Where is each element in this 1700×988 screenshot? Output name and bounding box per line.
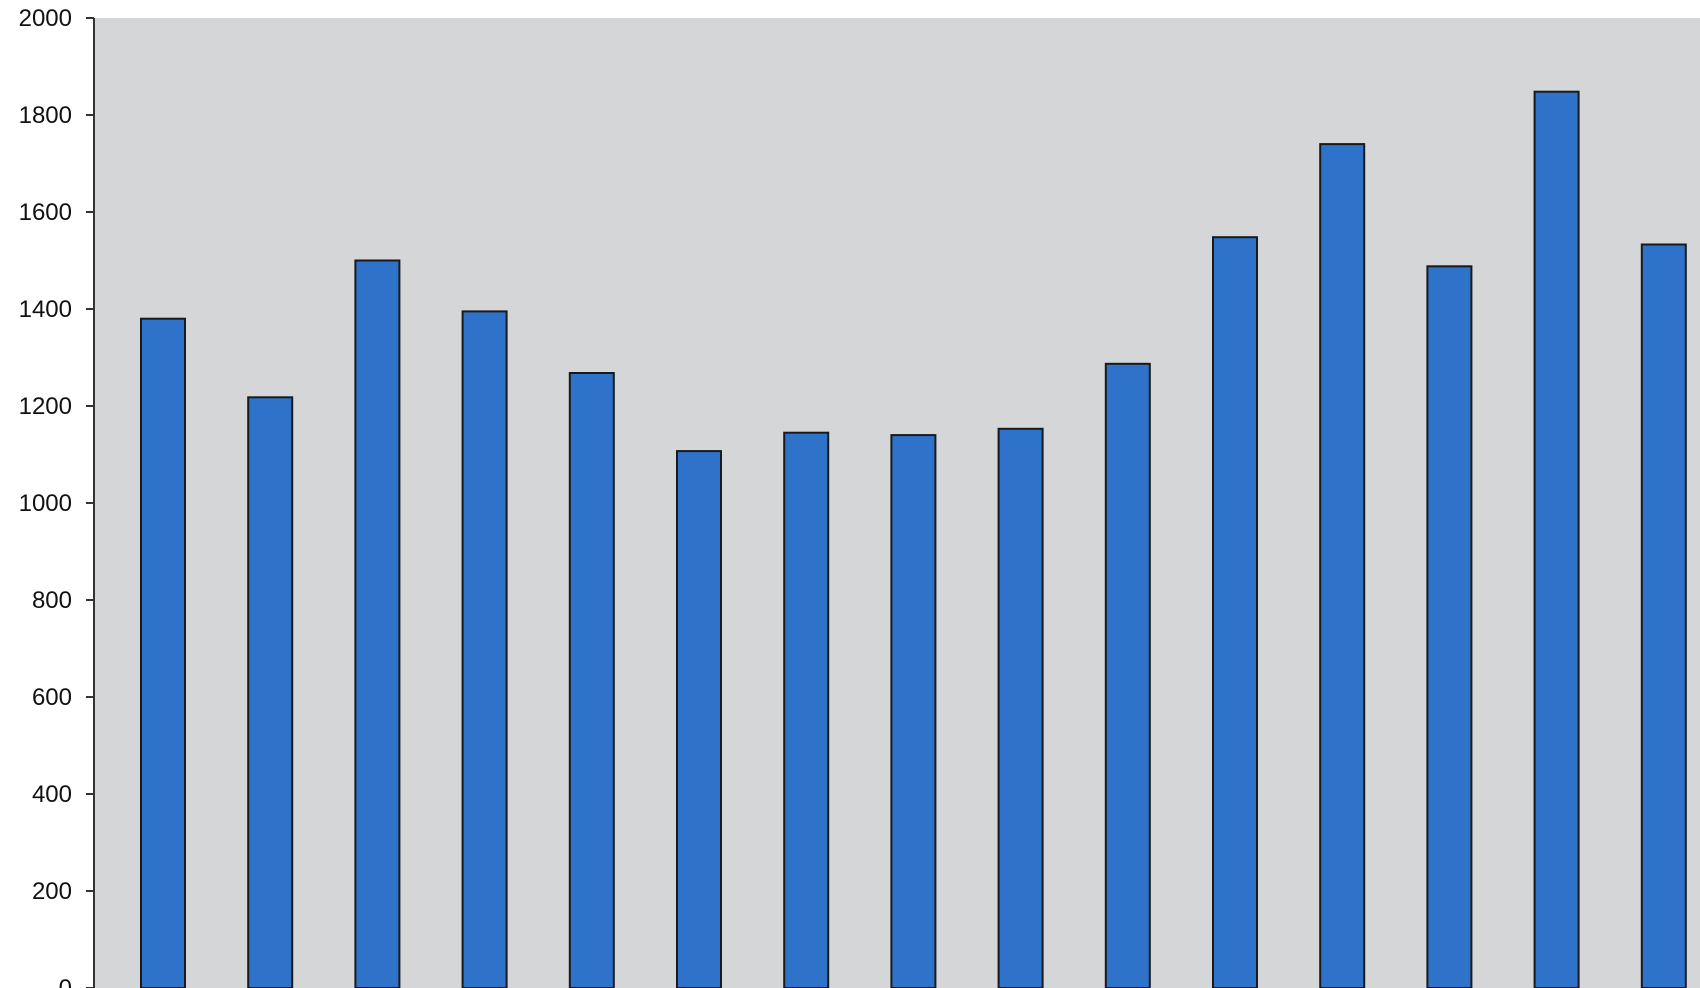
bar-8: [890, 434, 937, 988]
bar-2: [247, 396, 294, 988]
y-tick-label: 2000: [19, 5, 72, 32]
y-tick-label: 600: [32, 684, 72, 711]
y-tick-label: 1600: [19, 199, 72, 226]
y-tick-label: 200: [32, 878, 72, 905]
bar-1: [140, 317, 186, 988]
bar-15: [1640, 243, 1687, 988]
y-tick-label: 1000: [19, 490, 72, 517]
y-tick-label: 1800: [19, 102, 72, 129]
bar-12: [1319, 143, 1366, 988]
bar-11: [1212, 236, 1258, 988]
bar-9: [997, 427, 1044, 988]
y-tick-label: 1200: [19, 393, 72, 420]
bar-7: [783, 431, 830, 988]
bar-14: [1533, 90, 1580, 988]
bar-3: [354, 259, 401, 988]
y-tick-label: 400: [32, 781, 72, 808]
y-tick-label: 1400: [19, 296, 72, 323]
bar-5: [568, 372, 615, 988]
y-tick-label: 800: [32, 587, 72, 614]
y-tick-label: 0: [59, 975, 72, 988]
bar-4: [461, 310, 508, 988]
y-axis-ticks: 0 200 400 600 800 1000 1200 1400 1600 1800 2000: [19, 5, 94, 988]
bars-group: [140, 90, 1687, 988]
bar-10: [1104, 362, 1151, 988]
bar-6: [676, 450, 722, 988]
bar-13: [1426, 265, 1473, 988]
